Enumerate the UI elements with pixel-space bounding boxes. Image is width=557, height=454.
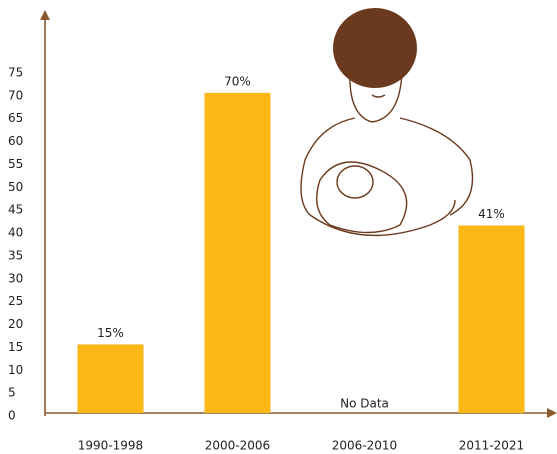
x-tick-label: 2006-2010 bbox=[332, 439, 397, 453]
y-tick-label: 50 bbox=[8, 180, 23, 194]
y-tick-label: 10 bbox=[8, 363, 23, 377]
y-tick-label: 45 bbox=[8, 203, 23, 217]
bar bbox=[204, 93, 270, 413]
y-tick-label: 55 bbox=[8, 157, 23, 171]
y-tick-label: 20 bbox=[8, 317, 23, 331]
value-label: 15% bbox=[97, 326, 124, 340]
x-tick-label: 1990-1998 bbox=[78, 439, 143, 453]
chart: 0 5 10 15 20 25 30 35 40 45 50 55 60 65 70 75 1990-1998 1… bbox=[0, 0, 557, 454]
illustration bbox=[301, 8, 473, 235]
y-tick-label: 70 bbox=[8, 88, 23, 102]
y-tick-label: 60 bbox=[8, 134, 23, 148]
bar bbox=[458, 225, 524, 413]
value-label: No Data bbox=[340, 397, 389, 411]
y-tick-label: 5 bbox=[8, 386, 16, 400]
y-tick-label: 40 bbox=[8, 226, 23, 240]
y-tick-label: 65 bbox=[8, 111, 23, 125]
y-tick-label: 0 bbox=[8, 409, 16, 423]
y-tick-label: 30 bbox=[8, 271, 23, 285]
y-tick-label: 15 bbox=[8, 340, 23, 354]
x-tick-label: 2011-2021 bbox=[459, 439, 524, 453]
y-tick-label: 35 bbox=[8, 248, 23, 262]
x-tick-label: 2000-2006 bbox=[205, 439, 270, 453]
value-label: 70% bbox=[224, 74, 251, 88]
y-tick-label: 75 bbox=[8, 66, 23, 80]
value-label: 41% bbox=[478, 207, 505, 221]
y-axis-arrow bbox=[40, 10, 50, 20]
bar bbox=[77, 344, 143, 413]
x-axis-arrow bbox=[547, 408, 557, 418]
y-tick-label: 25 bbox=[8, 294, 23, 308]
